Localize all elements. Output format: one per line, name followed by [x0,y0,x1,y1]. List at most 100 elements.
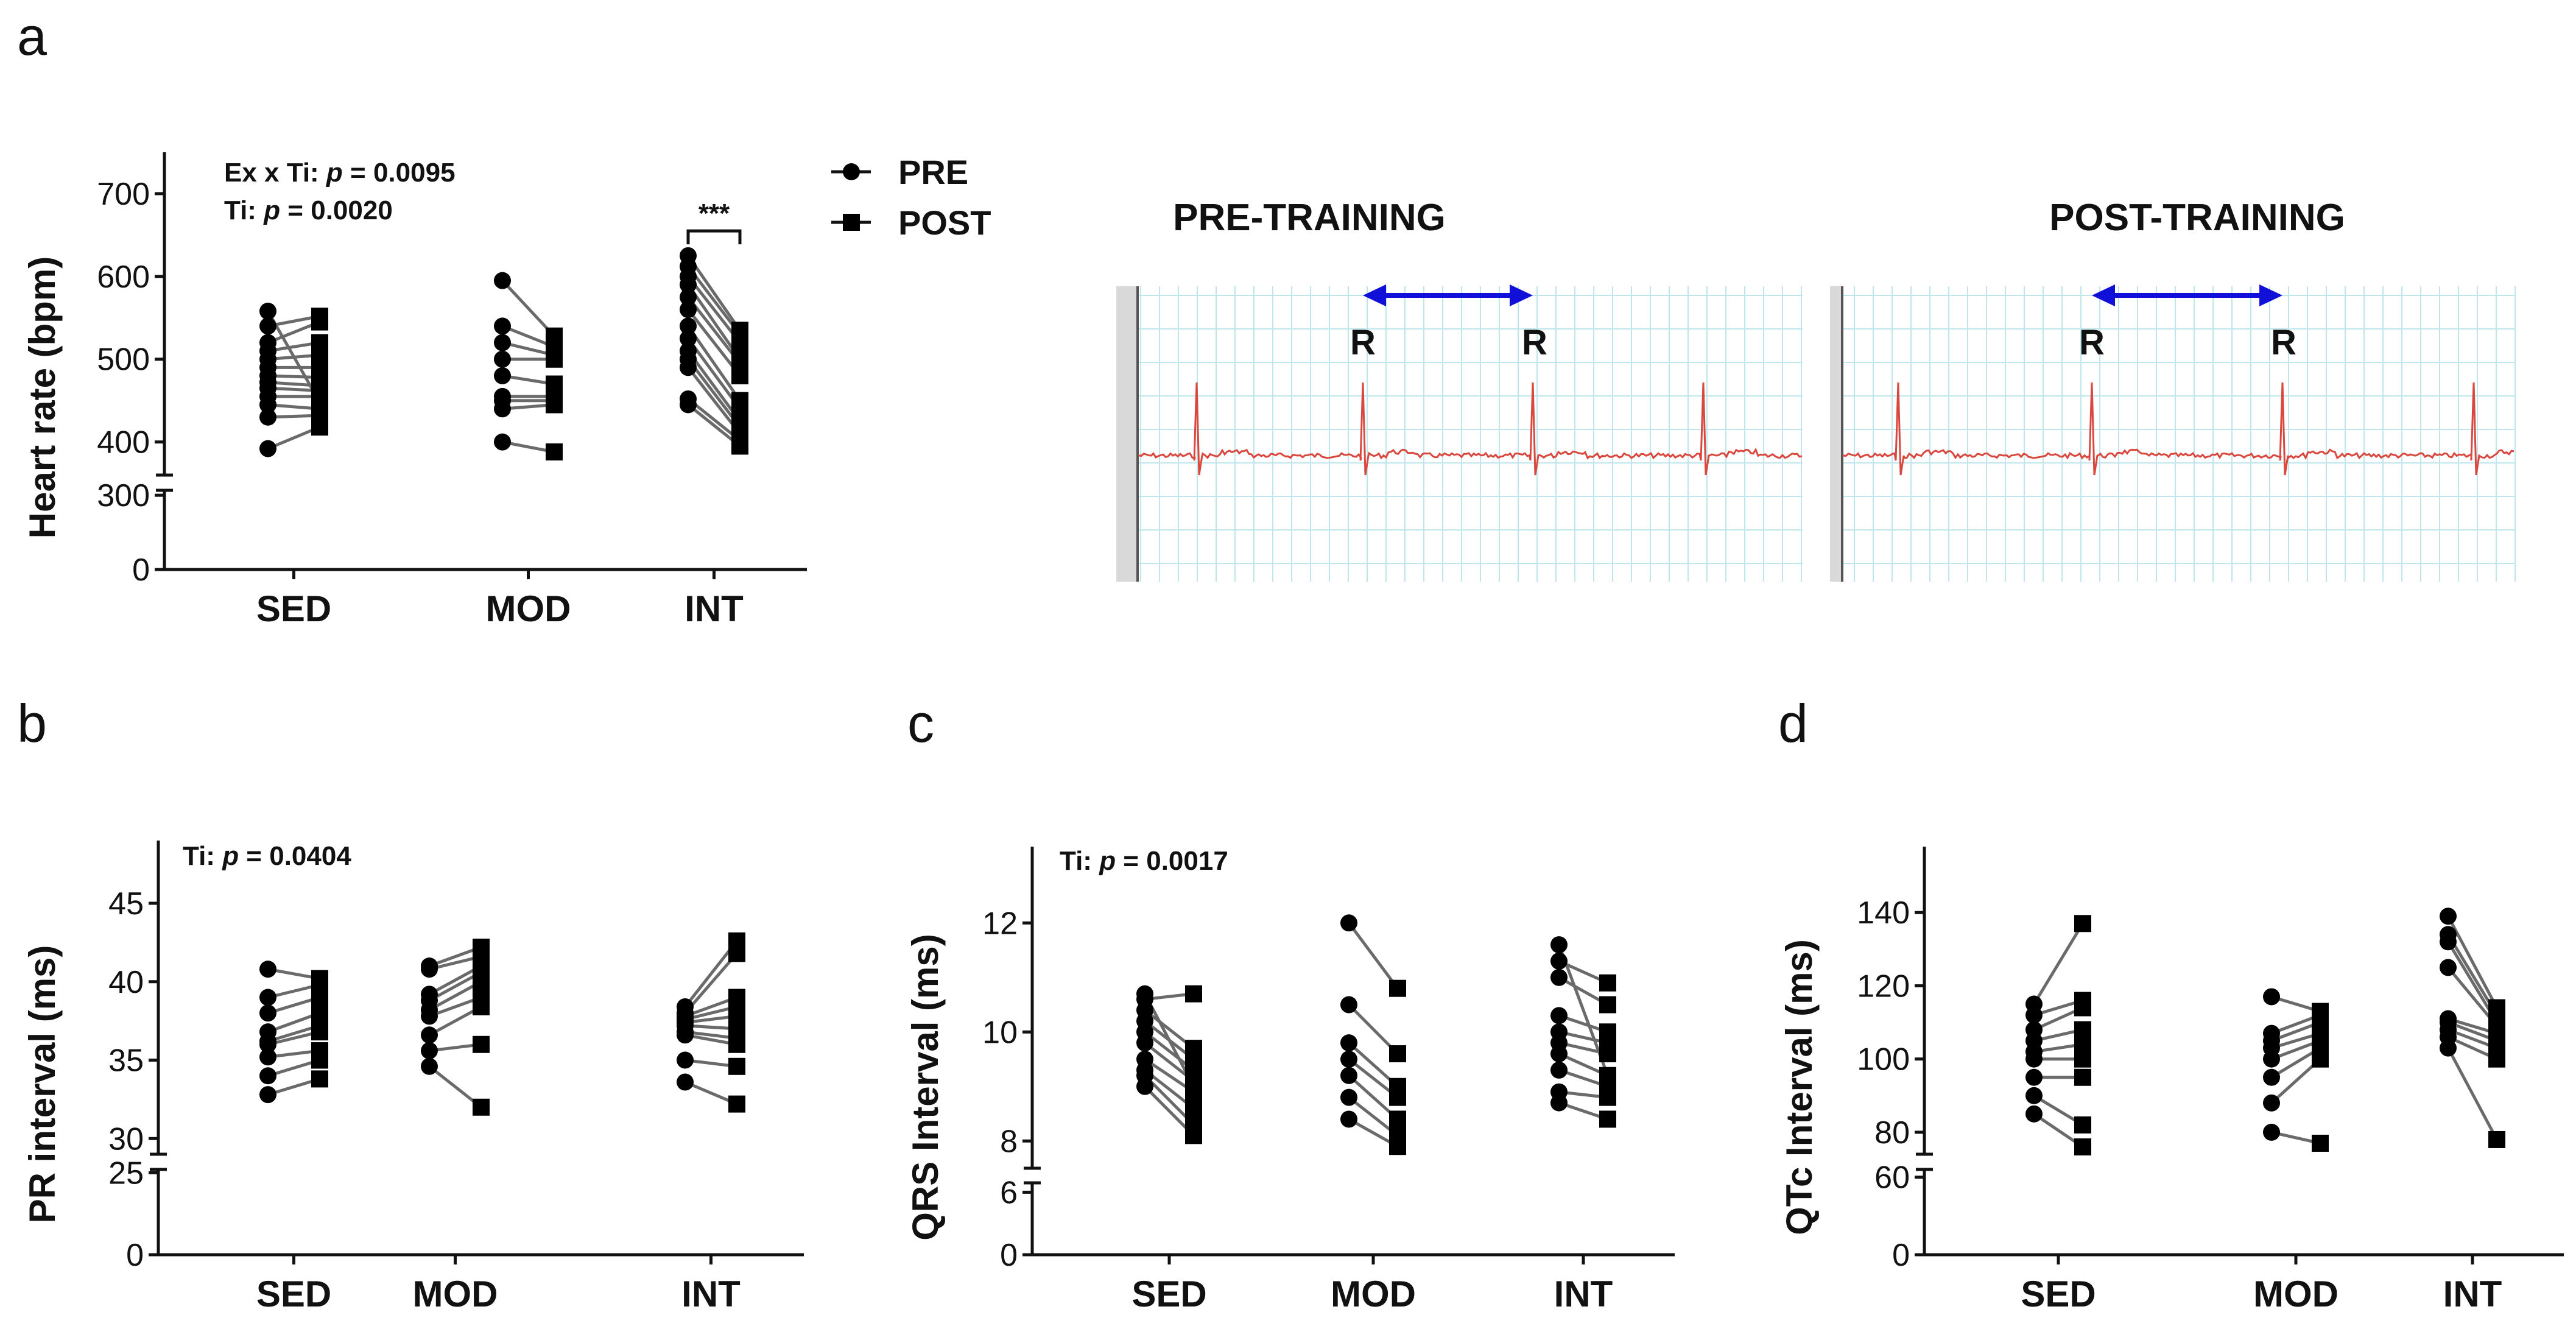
pre-point [259,440,276,457]
chart-qrs-interval: 0 6 8 10 12 QRS Interval (ms) SED MOD INT Ti: p =… [905,846,1675,1314]
post-point [1599,1023,1616,1041]
x-category-label: SED [1131,1274,1206,1314]
ecg-post-training: POST-TRAINING R R [1830,197,2516,582]
paired-line [428,980,482,1012]
post-point [546,375,563,393]
pre-point [2025,1021,2043,1038]
pre-point [1550,1023,1568,1041]
post-point [311,393,328,411]
pre-point [494,387,511,405]
paired-line [429,955,482,971]
post-point [311,1070,328,1088]
paired-line [686,255,742,331]
y-tick-label: 500 [97,342,150,378]
legend-post-marker [843,214,860,231]
ecg-pre-grid [1116,286,1803,582]
post-point [311,970,328,987]
pre-point [680,288,697,306]
legend-pre-label: PRE [898,153,968,191]
pre-point [2263,988,2280,1006]
x-category-label: SED [2021,1274,2096,1314]
ecg-pre-trace [1138,382,1803,476]
paired-line [687,358,741,428]
y-tick-label: 700 [97,177,150,212]
pre-point [259,302,276,320]
paired-line [687,296,741,365]
pre-point [680,342,697,360]
x-category-label: INT [681,1274,741,1314]
post-point [473,1035,490,1053]
post-point [1389,979,1406,997]
legend-item-pre: PRE [831,153,968,191]
pre-point [259,1086,276,1104]
paired-line [502,325,555,348]
x-category-label: MOD [2253,1274,2338,1314]
paired-line [684,952,738,1014]
pre-point [421,986,438,1003]
paired-line [684,1005,737,1021]
significance-bracket [686,229,742,245]
paired-line [2032,922,2085,1005]
y-tick-label: 80 [1874,1115,1910,1151]
pre-point [1136,1051,1153,1068]
post-point [2074,1021,2091,1038]
pre-point [2263,1024,2280,1042]
paired-line [684,1030,737,1040]
x-category-label: MOD [1331,1274,1416,1314]
pre-point [421,957,438,975]
y-axis-label: QTc Interval (ms) [1779,939,1820,1235]
pre-point [421,1042,438,1060]
paired-line [686,350,742,423]
x-category-label: SED [256,588,331,629]
paired-line [267,1077,320,1096]
ecg-pre-r-label-1: R [1350,323,1376,362]
post-point [728,1057,745,1075]
post-point [311,334,328,351]
paired-line [687,266,741,336]
y-tick-label: 300 [97,478,150,513]
paired-line [686,325,742,402]
y-tick-label: 0 [126,1238,144,1273]
post-point [1599,1110,1616,1128]
pre-point [1550,1061,1568,1079]
paired-line [267,967,320,981]
significance-label: *** [699,199,730,228]
pre-point [259,1048,276,1066]
pre-point [1340,914,1357,932]
post-point [1389,1110,1406,1128]
post-point [1185,1099,1202,1117]
ecg-pre-rr-arrow [1363,284,1533,306]
y-tick-label: 120 [1857,968,1910,1004]
pre-point [1340,1051,1357,1068]
post-point [1599,974,1616,992]
pre-point [494,433,511,451]
pre-point [1340,996,1357,1014]
pre-point [421,1026,438,1044]
legend-item-post: POST [831,203,991,242]
panel-letter-b: b [17,693,47,753]
paired-line [267,414,320,419]
paired-line [502,341,555,357]
pre-point [259,1023,276,1041]
post-point [731,350,748,368]
stat-annotation: Ti: p = 0.0017 [1060,846,1228,876]
post-point [2488,999,2505,1017]
pre-point [1550,952,1568,970]
post-point [1599,1067,1616,1084]
pre-point [2025,995,2043,1013]
pre-point [2440,926,2457,943]
y-tick-label: 40 [108,965,144,1000]
pre-point [680,247,697,264]
paired-line [428,971,482,1002]
paired-line [429,945,482,968]
post-point [1185,1116,1202,1134]
y-tick-label: 30 [108,1121,144,1157]
paired-line [267,1030,320,1046]
paired-line [684,996,737,1018]
pre-point [2263,1068,2280,1086]
pre-point [2440,959,2457,976]
pre-point [494,367,511,384]
pre-point [1340,1110,1357,1128]
paired-line [428,964,482,996]
